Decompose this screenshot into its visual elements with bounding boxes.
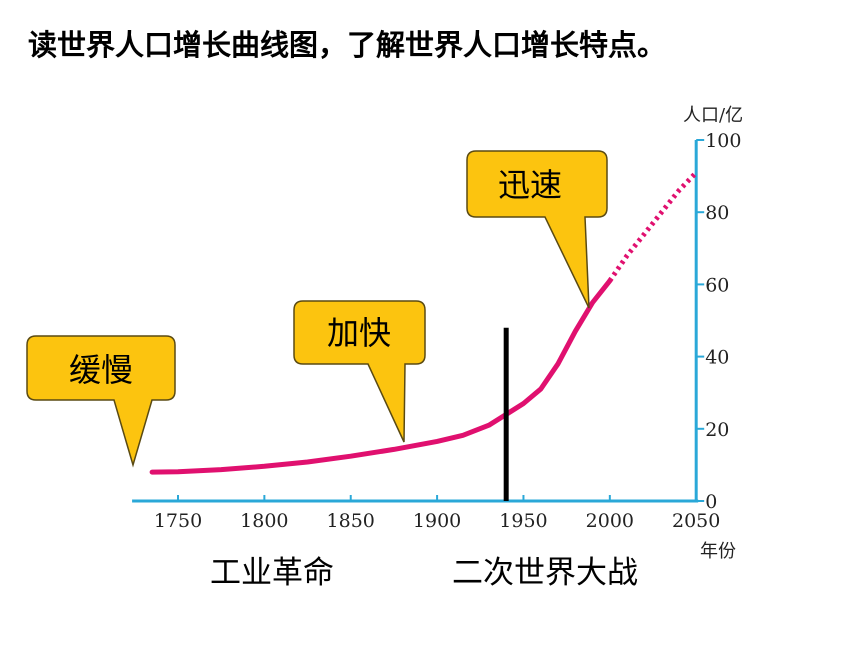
y-tick-label: 60 bbox=[705, 274, 729, 296]
x-tick-label: 1750 bbox=[154, 510, 202, 532]
callout-slow: 缓慢 bbox=[26, 335, 176, 468]
caption-ww2: 二次世界大战 bbox=[452, 555, 638, 591]
page-title: 读世界人口增长曲线图，了解世界人口增长特点。 bbox=[28, 28, 667, 62]
y-tick-label: 40 bbox=[705, 347, 729, 369]
population-line bbox=[149, 278, 613, 475]
x-tick-label: 1950 bbox=[499, 510, 547, 532]
x-axis-label: 年份 bbox=[700, 541, 736, 562]
x-ticks: 1750 1800 1850 1900 1950 2000 2050 bbox=[154, 495, 720, 532]
y-tick-label: 100 bbox=[705, 130, 741, 152]
x-tick-label: 1850 bbox=[327, 510, 375, 532]
y-tick-label: 0 bbox=[705, 491, 717, 513]
y-axis-label: 人口/亿 bbox=[683, 105, 743, 126]
callout-rapid-label: 迅速 bbox=[498, 166, 562, 204]
y-ticks: 0 20 40 60 80 100 bbox=[696, 130, 741, 513]
x-tick-label: 1900 bbox=[413, 510, 461, 532]
y-tick-label: 20 bbox=[705, 419, 729, 441]
x-tick-label: 1800 bbox=[240, 510, 288, 532]
y-tick-label: 80 bbox=[705, 202, 729, 224]
callout-slow-label: 缓慢 bbox=[69, 351, 133, 389]
callout-rapid: 迅速 bbox=[466, 150, 608, 309]
population-projection-line bbox=[607, 170, 699, 283]
callout-faster-label: 加快 bbox=[327, 314, 391, 352]
caption-industrial-revolution: 工业革命 bbox=[210, 555, 334, 591]
x-tick-label: 2000 bbox=[586, 510, 634, 532]
callout-faster: 加快 bbox=[293, 300, 426, 443]
x-tick-label: 2050 bbox=[672, 510, 720, 532]
